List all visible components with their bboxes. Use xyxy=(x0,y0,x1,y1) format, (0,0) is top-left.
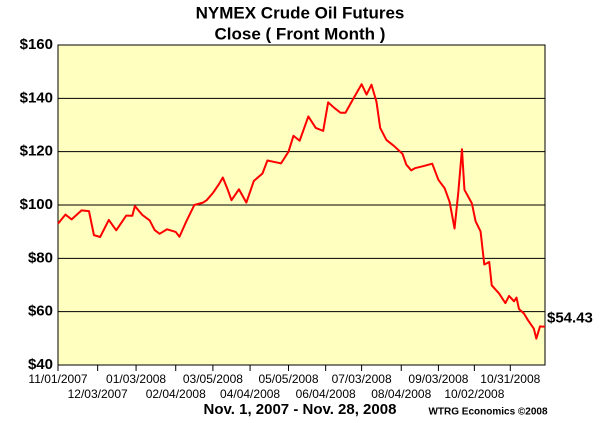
x-tick-label: 03/05/2008 xyxy=(183,372,243,386)
price-line xyxy=(57,83,546,340)
x-tick-label: 06/04/2008 xyxy=(296,387,356,401)
x-tick-label: 07/03/2008 xyxy=(332,372,392,386)
x-tick-label: 04/04/2008 xyxy=(220,387,280,401)
x-tick-label: 10/02/2008 xyxy=(444,387,504,401)
x-axis-label: Nov. 1, 2007 - Nov. 28, 2008 xyxy=(204,401,397,418)
x-tick-label: 02/04/2008 xyxy=(146,387,206,401)
x-tick-label: 10/31/2008 xyxy=(480,372,540,386)
y-tick-label: $140 xyxy=(20,89,53,106)
y-tick-label: $160 xyxy=(20,36,53,53)
x-tick-label: 08/04/2008 xyxy=(371,387,431,401)
plot-border xyxy=(57,44,546,366)
y-tick-label: $60 xyxy=(28,303,53,320)
end-label: $54.43 xyxy=(547,309,593,326)
x-tick-label: 12/03/2007 xyxy=(68,387,128,401)
y-tick-label: $40 xyxy=(28,356,53,373)
x-tick-label: 05/05/2008 xyxy=(258,372,318,386)
chart-title: NYMEX Crude Oil Futures xyxy=(196,3,405,22)
credit: WTRG Economics ©2008 xyxy=(428,407,548,418)
y-tick-label: $100 xyxy=(20,196,53,213)
y-tick-label: $80 xyxy=(28,249,53,266)
x-tick-label: 09/03/2008 xyxy=(408,372,468,386)
y-tick-label: $120 xyxy=(20,143,53,160)
x-tick-label: 01/03/2008 xyxy=(106,372,166,386)
chart-subtitle: Close ( Front Month ) xyxy=(215,24,386,43)
x-tick-label: 11/01/2007 xyxy=(28,372,87,386)
